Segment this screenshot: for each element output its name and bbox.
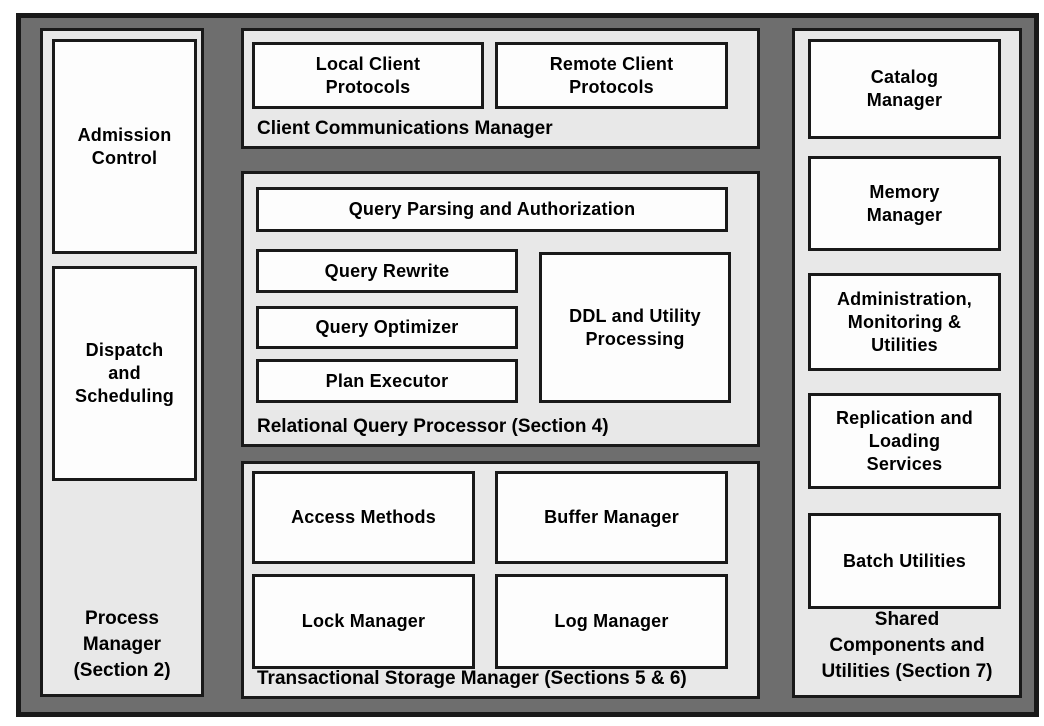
panel-process-manager: Admission Control Dispatch and Schedulin…	[40, 28, 204, 697]
label-transactional-storage-manager: Transactional Storage Manager (Sections …	[257, 668, 687, 689]
box-ddl-and-utility-processing: DDL and Utility Processing	[539, 252, 731, 403]
box-lock-manager: Lock Manager	[252, 574, 475, 669]
box-plan-executor: Plan Executor	[256, 359, 518, 403]
box-access-methods: Access Methods	[252, 471, 475, 564]
box-local-client-protocols: Local Client Protocols	[252, 42, 484, 109]
panel-client-communications-manager: Local Client Protocols Remote Client Pro…	[241, 28, 760, 149]
box-dispatch-and-scheduling: Dispatch and Scheduling	[52, 266, 197, 481]
label-relational-query-processor: Relational Query Processor (Section 4)	[257, 416, 609, 437]
box-batch-utilities: Batch Utilities	[808, 513, 1001, 609]
panel-transactional-storage-manager: Access Methods Buffer Manager Lock Manag…	[241, 461, 760, 699]
label-client-communications-manager: Client Communications Manager	[257, 118, 553, 139]
label-shared-components-and-utilities: Shared Components and Utilities (Section…	[821, 609, 993, 682]
box-query-rewrite: Query Rewrite	[256, 249, 518, 293]
box-administration-monitoring-utilities: Administration, Monitoring & Utilities	[808, 273, 1001, 371]
box-catalog-manager: Catalog Manager	[808, 39, 1001, 139]
box-log-manager: Log Manager	[495, 574, 728, 669]
box-query-parsing-and-authorization: Query Parsing and Authorization	[256, 187, 728, 232]
box-admission-control: Admission Control	[52, 39, 197, 254]
box-query-optimizer: Query Optimizer	[256, 306, 518, 349]
label-process-manager: Process Manager (Section 2)	[73, 608, 171, 681]
panel-shared-components-and-utilities: Catalog Manager Memory Manager Administr…	[792, 28, 1022, 698]
box-memory-manager: Memory Manager	[808, 156, 1001, 251]
panel-relational-query-processor: Query Parsing and Authorization Query Re…	[241, 171, 760, 447]
box-replication-and-loading-services: Replication and Loading Services	[808, 393, 1001, 489]
box-remote-client-protocols: Remote Client Protocols	[495, 42, 728, 109]
diagram-outer-frame: Admission Control Dispatch and Schedulin…	[16, 13, 1039, 717]
box-buffer-manager: Buffer Manager	[495, 471, 728, 564]
